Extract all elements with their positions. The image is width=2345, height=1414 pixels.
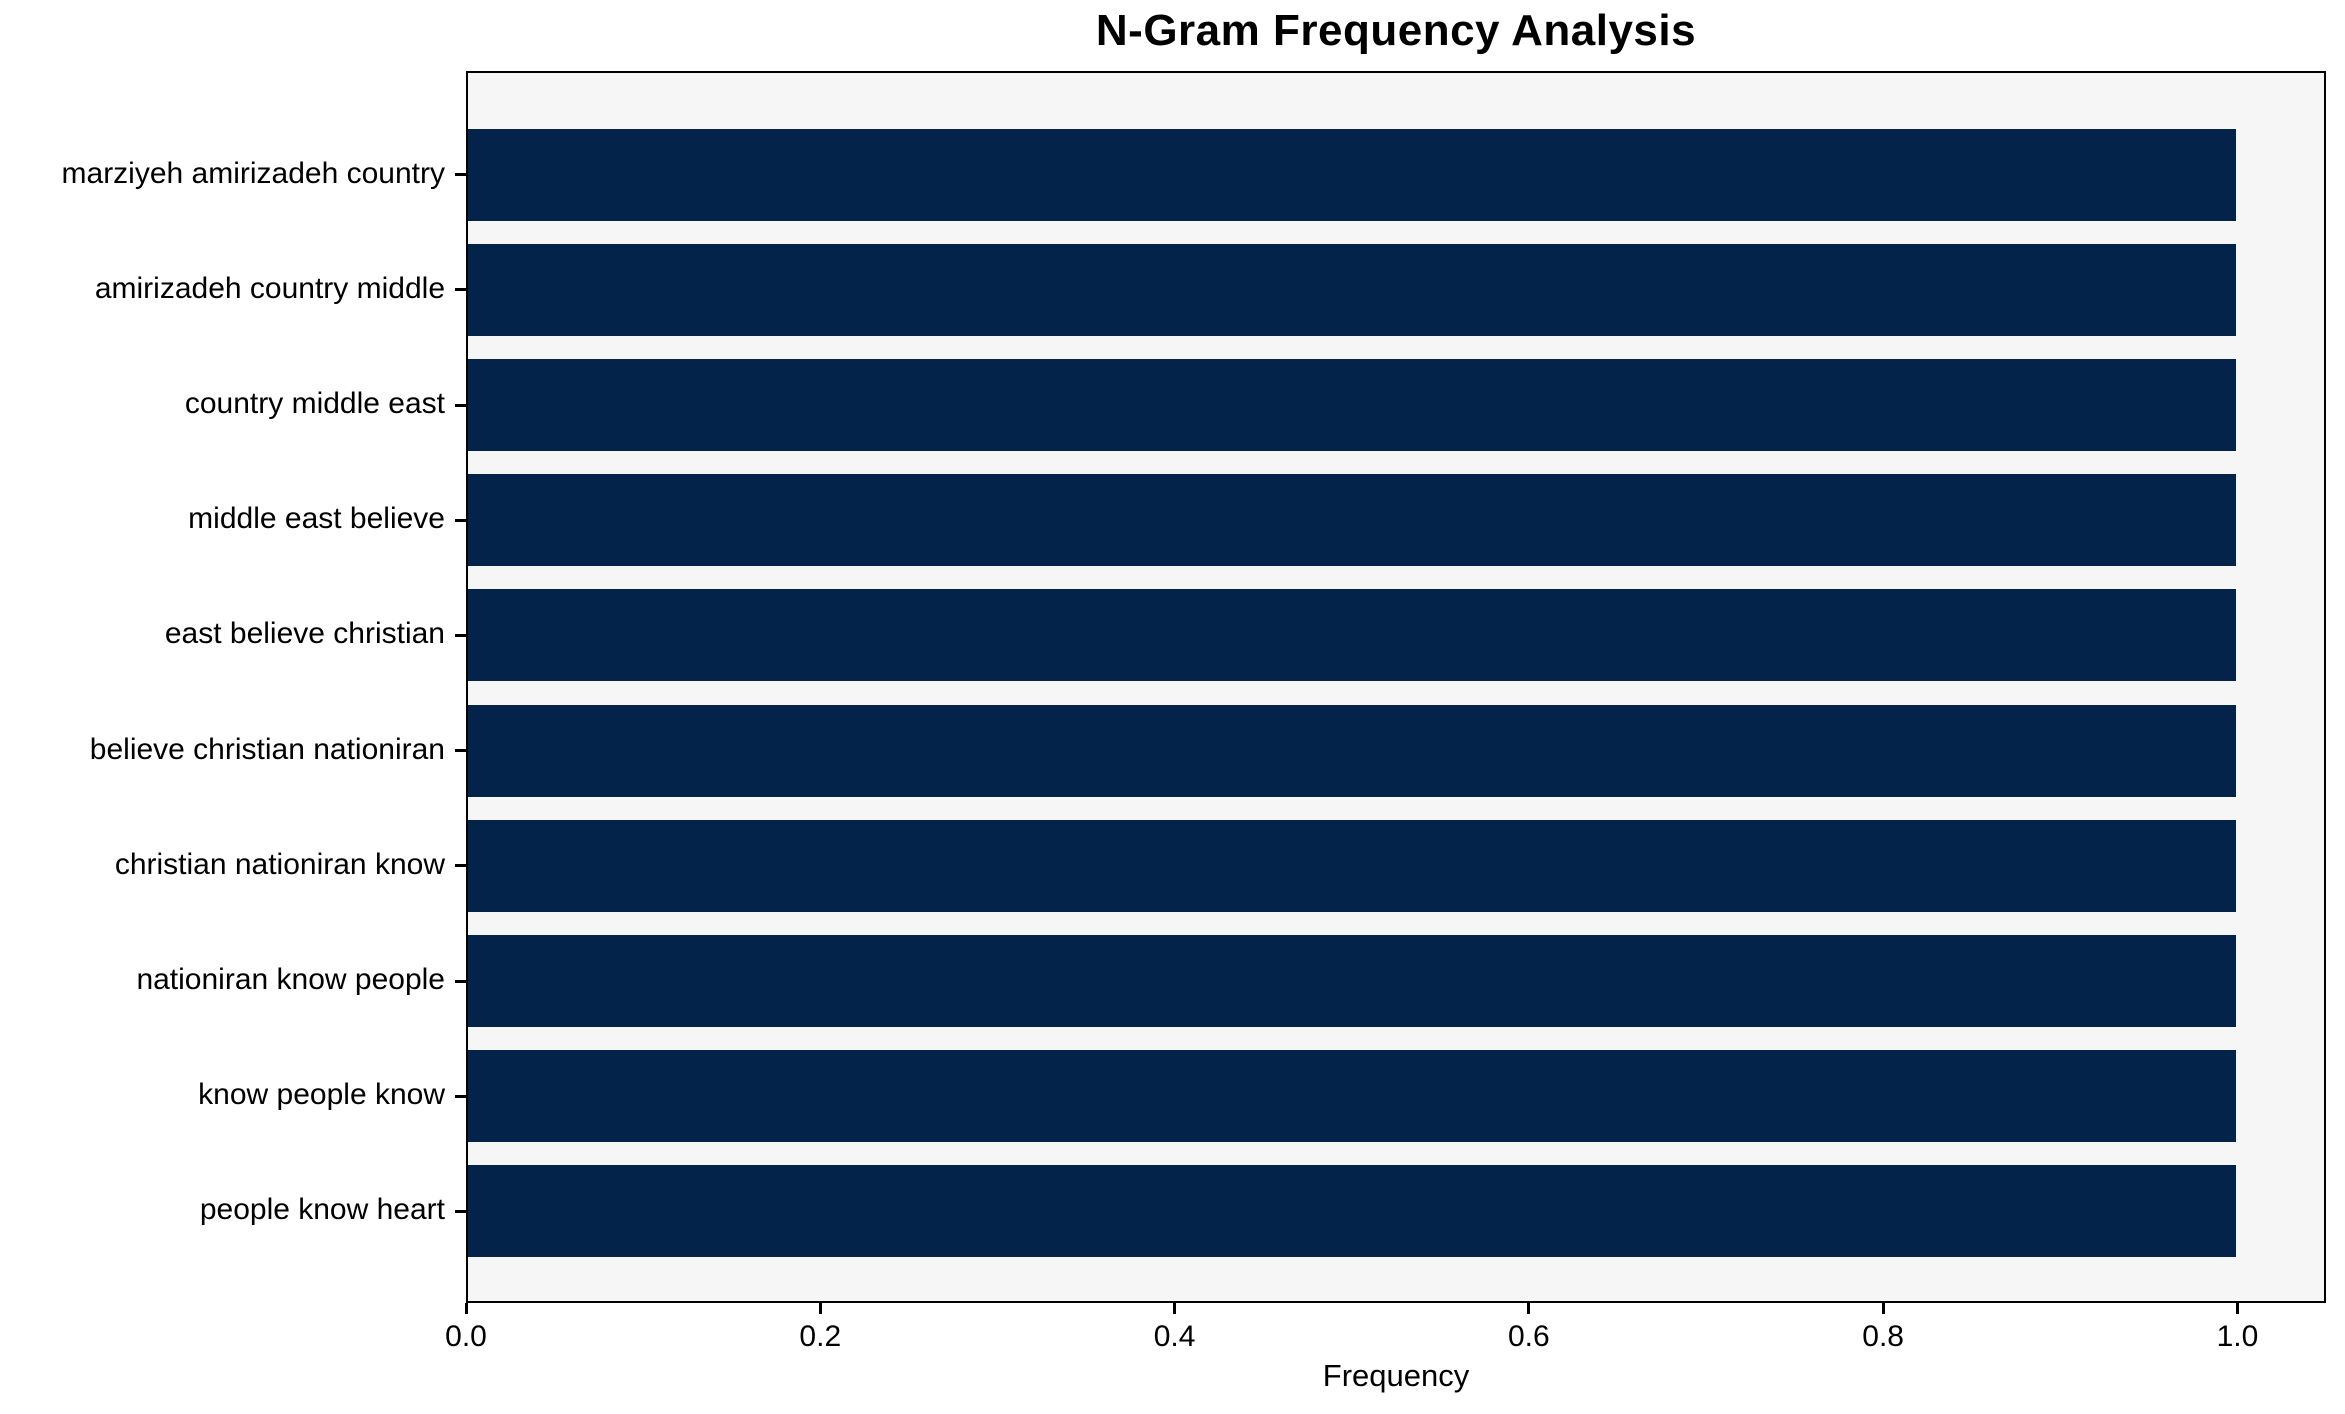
x-tick-mark <box>818 1303 822 1314</box>
y-tick-mark <box>455 979 466 983</box>
y-tick-mark <box>455 518 466 522</box>
y-tick-mark <box>455 173 466 177</box>
bar <box>468 358 2236 452</box>
x-tick-label: 0.6 <box>1507 1320 1550 1353</box>
y-tick-mark <box>455 403 466 407</box>
y-tick-mark <box>455 633 466 637</box>
x-tick-label: 0.2 <box>799 1320 842 1353</box>
y-tick-mark <box>455 288 466 292</box>
y-tick-label: east believe christian <box>164 617 445 651</box>
x-tick-mark <box>1173 1303 1177 1314</box>
x-tick-mark <box>2235 1303 2239 1314</box>
bar <box>468 934 2236 1028</box>
x-tick-label: 0.8 <box>1862 1320 1904 1353</box>
x-tick-mark <box>464 1303 468 1314</box>
y-tick-mark <box>455 1209 466 1213</box>
y-tick-label: believe christian nationiran <box>89 732 445 766</box>
x-axis-label: Frequency <box>1322 1358 1470 1393</box>
bar <box>468 704 2236 797</box>
plot-area <box>466 71 2326 1303</box>
x-tick-mark <box>1527 1303 1531 1314</box>
chart-title: N-Gram Frequency Analysis <box>1095 6 1697 55</box>
x-tick-mark <box>1881 1303 1885 1314</box>
bar <box>468 128 2236 221</box>
y-tick-label: people know heart <box>199 1193 445 1227</box>
bar <box>468 1165 2236 1258</box>
bar <box>468 589 2236 682</box>
y-tick-mark <box>455 749 466 753</box>
y-tick-mark <box>455 1094 466 1098</box>
bar <box>468 474 2236 567</box>
y-tick-label: amirizadeh country middle <box>94 271 445 305</box>
y-tick-label: marziyeh amirizadeh country <box>61 156 445 190</box>
x-tick-label: 1.0 <box>2216 1320 2259 1353</box>
y-tick-label: christian nationiran know <box>114 847 445 881</box>
bar <box>468 243 2236 336</box>
y-tick-label: nationiran know people <box>136 963 445 996</box>
y-tick-label: know people know <box>198 1078 445 1112</box>
x-tick-label: 0.0 <box>445 1320 487 1353</box>
y-tick-label: middle east believe <box>188 502 445 536</box>
y-tick-mark <box>455 864 466 868</box>
x-tick-label: 0.4 <box>1153 1320 1196 1353</box>
y-tick-label: country middle east <box>184 387 445 420</box>
bar <box>468 819 2236 912</box>
bar <box>468 1050 2236 1143</box>
